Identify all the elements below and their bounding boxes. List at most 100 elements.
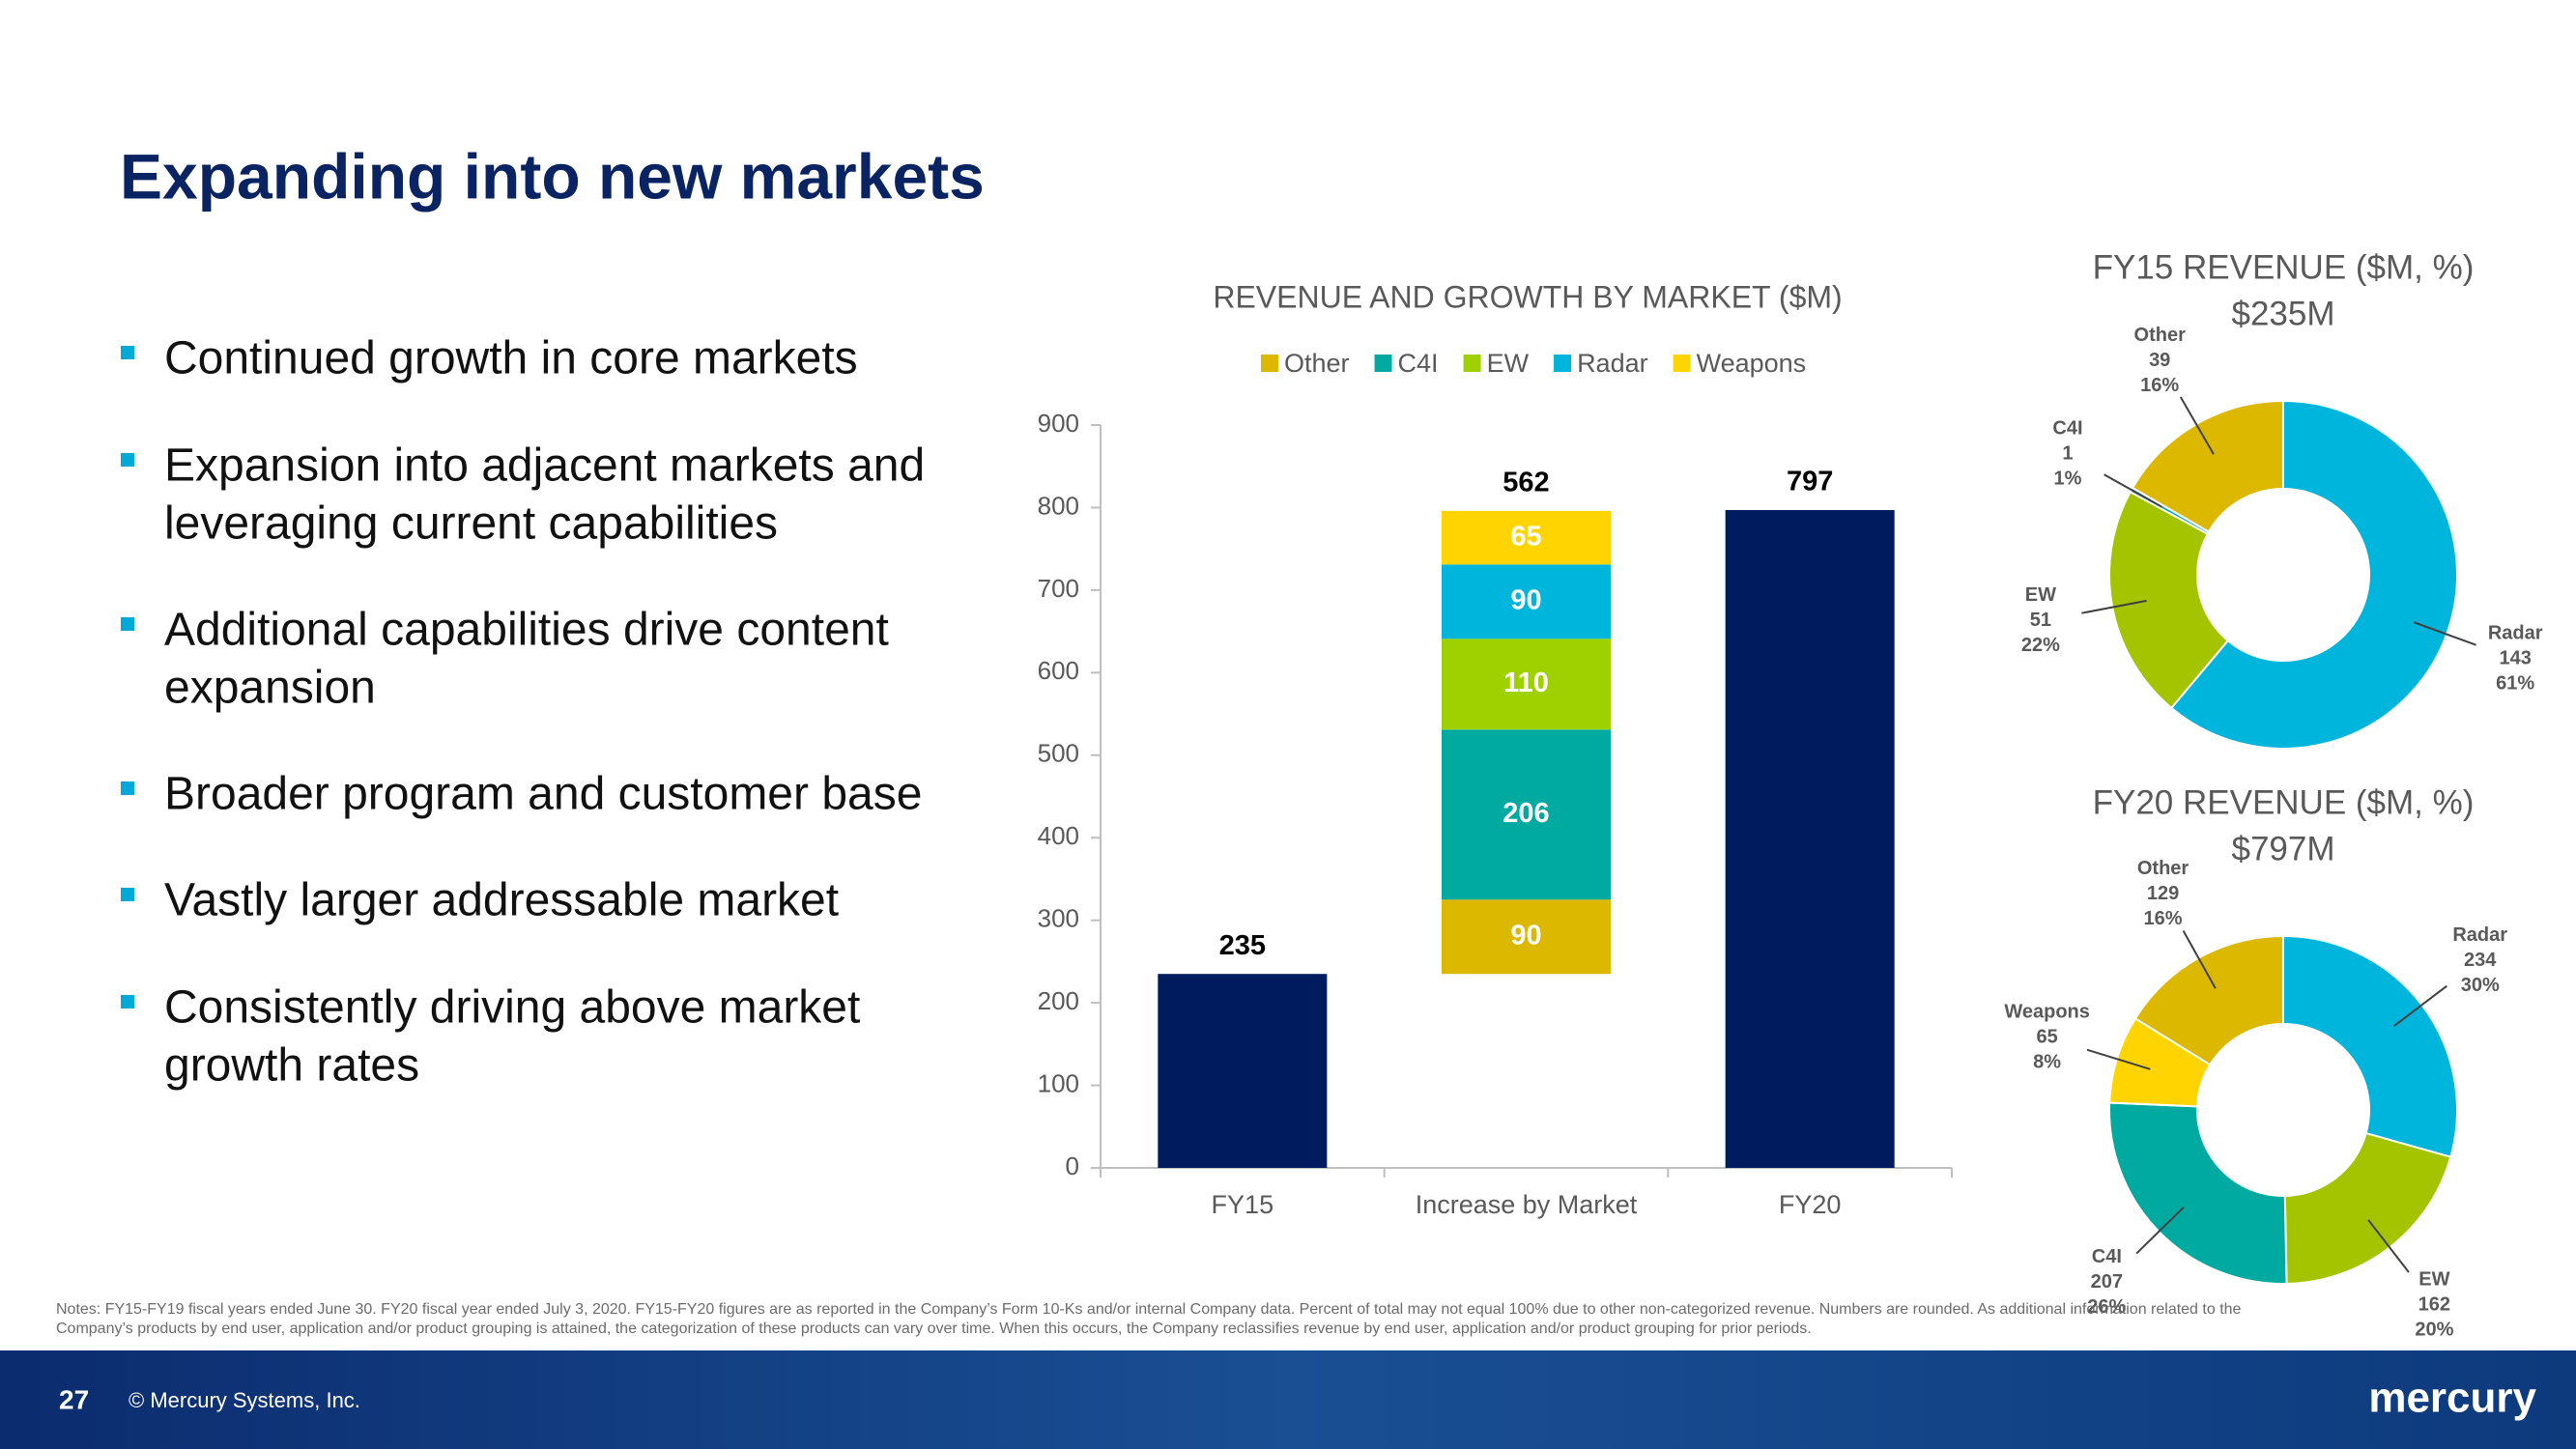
segment-label: 90 — [1510, 920, 1541, 951]
bullet-text: expansion — [164, 663, 376, 714]
legend-swatch — [1554, 355, 1572, 372]
slice-label: C4I — [2092, 1246, 2122, 1267]
leader-line — [2104, 473, 2162, 508]
footer-band — [0, 1350, 2576, 1449]
leader-line — [2179, 396, 2215, 455]
slice-label: Other — [2137, 858, 2190, 879]
chart-title: FY20 REVENUE ($M, %) — [2093, 783, 2475, 821]
slice-label: 207 — [2091, 1271, 2123, 1293]
y-tick-label: 400 — [1038, 821, 1079, 850]
slice-label: 16% — [2140, 375, 2179, 396]
donut-slice — [2131, 399, 2284, 533]
legend-label: Other — [1284, 349, 1350, 378]
slice-label: 1 — [2062, 442, 2073, 464]
slice-label: C4I — [2052, 417, 2082, 439]
slice-label: Radar — [2488, 623, 2543, 644]
slice-label: Radar — [2452, 924, 2507, 946]
slice-label: 26% — [2087, 1296, 2126, 1318]
leader-line — [2086, 1048, 2151, 1070]
bullet-marker — [121, 617, 134, 631]
slice-label: 1% — [2053, 468, 2081, 489]
bullet-marker — [121, 888, 134, 901]
y-tick-label: 800 — [1038, 491, 1079, 520]
leader-line — [2135, 1206, 2185, 1255]
x-tick-label: FY20 — [1779, 1190, 1842, 1219]
bullet-text: leveraging current capabilities — [164, 498, 778, 550]
slice-label: EW — [2419, 1268, 2449, 1290]
copyright: © Mercury Systems, Inc. — [129, 1388, 360, 1412]
slice-label: 39 — [2149, 350, 2170, 371]
top-label: 562 — [1503, 468, 1549, 498]
segment-label: 90 — [1510, 585, 1541, 616]
bullet-text: Expansion into adjacent markets and — [164, 440, 925, 492]
legend-swatch — [1374, 355, 1392, 372]
bullet-marker — [121, 453, 134, 467]
logo: mercury — [2368, 1375, 2536, 1422]
segment — [1442, 510, 1611, 565]
slice-label: 30% — [2461, 975, 2500, 996]
chart-title: REVENUE AND GROWTH BY MARKET ($M) — [1213, 279, 1842, 314]
leader-line — [2393, 984, 2447, 1027]
leader-line — [2182, 929, 2217, 989]
y-tick-label: 900 — [1038, 409, 1079, 438]
bullet-marker — [121, 781, 134, 795]
segment — [1442, 729, 1611, 900]
y-tick-label: 500 — [1038, 739, 1079, 768]
slice-label: Weapons — [2004, 1001, 2090, 1022]
x-tick-label: FY15 — [1212, 1190, 1274, 1219]
segment — [1442, 564, 1611, 639]
y-tick-label: 0 — [1066, 1151, 1079, 1180]
slice-label: Other — [2134, 325, 2187, 346]
legend-label: EW — [1487, 349, 1530, 378]
legend-label: C4I — [1398, 349, 1439, 378]
top-label: 235 — [1219, 930, 1266, 961]
bullet-text: growth rates — [164, 1040, 419, 1092]
leader-line — [2367, 1219, 2410, 1273]
total-bar — [1158, 974, 1328, 1168]
slice-label: 20% — [2415, 1319, 2453, 1340]
top-label: 797 — [1787, 467, 1833, 497]
slice-label: 61% — [2496, 673, 2534, 695]
donut-slice — [2133, 934, 2284, 1066]
legend-label: Weapons — [1697, 349, 1807, 378]
segment — [1442, 639, 1611, 730]
slice-label: 8% — [2033, 1051, 2061, 1072]
donut-slice — [2108, 1101, 2288, 1285]
total-bar — [1725, 510, 1895, 1168]
donut-slice — [2169, 399, 2458, 750]
slice-label: 234 — [2464, 950, 2497, 971]
slice-label: 22% — [2021, 635, 2060, 656]
chart-title: FY15 REVENUE ($M, %) — [2093, 248, 2475, 286]
bullet-marker — [121, 346, 134, 359]
note-line: Company’s products by end user, applicat… — [56, 1321, 1812, 1337]
donut-slice — [2282, 934, 2458, 1158]
y-tick-label: 200 — [1038, 986, 1079, 1015]
note-line: Notes: FY15-FY19 fiscal years ended June… — [56, 1301, 2242, 1318]
segment — [1442, 899, 1611, 975]
slice-label: 16% — [2144, 908, 2183, 929]
slice-label: 129 — [2147, 883, 2179, 904]
y-tick-label: 700 — [1038, 574, 1079, 603]
legend-swatch — [1463, 355, 1481, 372]
segment-label: 65 — [1510, 521, 1541, 552]
slice-label: 65 — [2037, 1026, 2058, 1047]
leader-line — [2081, 599, 2147, 614]
y-tick-label: 600 — [1038, 656, 1079, 685]
bullet-marker — [121, 995, 134, 1009]
bullet-text: Additional capabilities drive content — [164, 605, 889, 656]
donut-slice — [2283, 1131, 2452, 1285]
slice-label: 51 — [2030, 610, 2051, 631]
bullet-text: Broader program and customer base — [164, 769, 922, 820]
donut-slice — [2108, 490, 2230, 710]
page-number: 27 — [59, 1384, 89, 1414]
y-tick-label: 100 — [1038, 1068, 1079, 1097]
legend-swatch — [1261, 355, 1278, 372]
x-tick-label: Increase by Market — [1416, 1190, 1638, 1219]
slice-label: EW — [2025, 584, 2056, 606]
segment-label: 110 — [1503, 668, 1549, 698]
segment-label: 206 — [1503, 798, 1549, 829]
y-tick-label: 300 — [1038, 904, 1079, 933]
chart-subtitle: $797M — [2231, 830, 2334, 867]
legend-swatch — [1673, 355, 1691, 372]
